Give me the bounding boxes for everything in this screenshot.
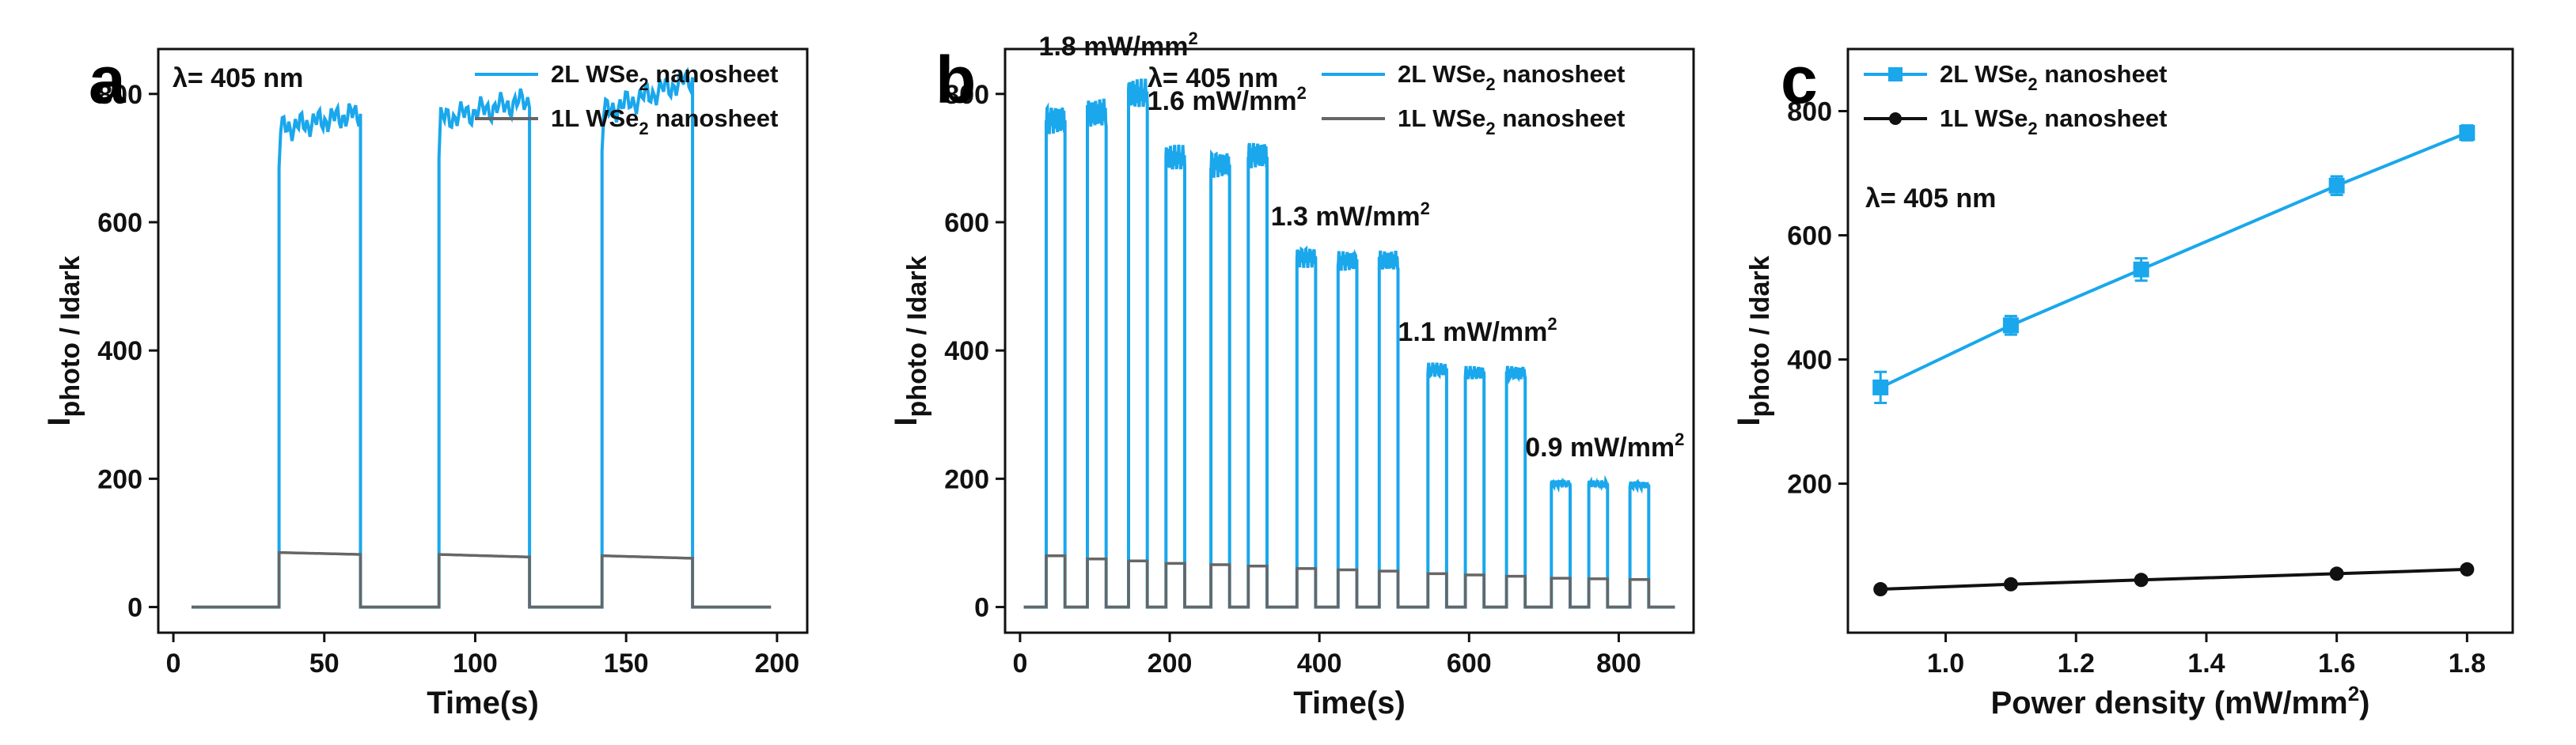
data-point	[2003, 577, 2018, 592]
data-point	[2459, 124, 2475, 141]
wavelength-label: λ= 405 nm	[1148, 63, 1278, 93]
panel-label: c	[1781, 43, 1818, 117]
plot-frame	[1003, 47, 1695, 634]
y-tick-label: 0	[127, 593, 142, 623]
panel-b: 0 200 400 600 800 0 200 400 600 800 Time(s) Iphoto …	[889, 28, 1695, 720]
y-tick-label: 400	[97, 336, 142, 366]
x-tick-label: 1.2	[2058, 649, 2095, 679]
y-tick-label: 200	[944, 464, 989, 494]
legend-entry-0: 2L WSe2 nanosheet	[1864, 60, 2167, 94]
plot-frame	[157, 47, 809, 634]
panel-label: a	[89, 43, 127, 117]
power-annotation: 0.9 mW/mm2	[1525, 429, 1684, 463]
legend-label: 1L WSe2 nanosheet	[1398, 104, 1625, 138]
y-tick-label: 200	[97, 464, 142, 494]
power-annotation: 1.8 mW/mm2	[1039, 28, 1198, 62]
y-tick-label: 800	[944, 80, 989, 110]
x-tick-label: 0	[166, 649, 181, 679]
y-tick-label: 600	[1787, 221, 1832, 251]
data-point	[2329, 566, 2344, 581]
y-axis-label: Iphoto / Idark	[42, 255, 85, 425]
x-tick-label: 600	[1447, 649, 1492, 679]
plot-area	[1872, 124, 2475, 597]
y-tick-label: 800	[97, 80, 142, 110]
panel-a: 0 50 100 150 200 0 200 400 600 800 Time(s) Iphoto /…	[42, 43, 809, 720]
x-tick-label: 150	[604, 649, 649, 679]
legend-label: 1L WSe2 nanosheet	[551, 104, 778, 138]
y-tick-label: 400	[944, 336, 989, 366]
x-axis-label: Power density (mW/mm2)	[1991, 682, 2370, 720]
y-tick-label: 400	[1787, 346, 1832, 376]
legend-entry-0: 2L WSe2 nanosheet	[475, 60, 778, 94]
plot-area	[192, 66, 772, 609]
legend-label: 1L WSe2 nanosheet	[1940, 104, 2167, 138]
x-tick-label: 1.8	[2449, 649, 2486, 679]
plot-frame	[1846, 47, 2514, 634]
x-tick-label: 800	[1596, 649, 1641, 679]
y-tick-label: 600	[944, 208, 989, 238]
data-point	[1873, 582, 1888, 597]
x-tick-label: 200	[1148, 649, 1193, 679]
x-tick-label: 1.6	[2318, 649, 2355, 679]
y-tick-label: 200	[1787, 470, 1832, 500]
legend-entry-0: 2L WSe2 nanosheet	[1322, 60, 1625, 94]
legend-entry-1: 1L WSe2 nanosheet	[475, 104, 778, 138]
legend-entry-1: 1L WSe2 nanosheet	[1322, 104, 1625, 138]
y-tick-label: 0	[974, 593, 989, 623]
series-line-0	[1880, 131, 2468, 389]
series-line-1	[192, 550, 772, 609]
plot-area	[1023, 78, 1675, 609]
legend-entry-1: 1L WSe2 nanosheet	[1864, 104, 2167, 138]
wavelength-label: λ= 405 nm	[173, 63, 303, 93]
power-annotation: 1.1 mW/mm2	[1398, 314, 1557, 347]
x-tick-label: 50	[309, 649, 340, 679]
legend-label: 2L WSe2 nanosheet	[1940, 60, 2167, 94]
legend-label: 2L WSe2 nanosheet	[551, 60, 778, 94]
series-line-1	[1023, 554, 1675, 609]
series-line-0	[1023, 78, 1675, 609]
x-axis-label: Time(s)	[1293, 686, 1406, 720]
legend-marker	[1889, 112, 1902, 125]
data-point	[2133, 261, 2149, 278]
panel-c: 1.0 1.2 1.4 1.6 1.8 200 400 600 800 Power density…	[1732, 43, 2514, 720]
x-tick-label: 1.4	[2187, 649, 2225, 679]
x-tick-label: 200	[754, 649, 799, 679]
x-tick-label: 1.0	[1927, 649, 1964, 679]
x-tick-label: 100	[453, 649, 498, 679]
data-point	[2002, 317, 2019, 334]
data-point	[1872, 379, 1889, 395]
x-tick-label: 400	[1297, 649, 1342, 679]
x-tick-label: 0	[1012, 649, 1027, 679]
x-axis-label: Time(s)	[427, 686, 539, 720]
data-point	[2328, 177, 2345, 194]
data-point	[2134, 573, 2149, 588]
legend-label: 2L WSe2 nanosheet	[1398, 60, 1625, 94]
data-point	[2460, 562, 2475, 577]
y-tick-label: 600	[97, 208, 142, 238]
power-annotation: 1.6 mW/mm2	[1148, 83, 1307, 116]
panel-label: b	[935, 43, 976, 117]
y-tick-label: 800	[1787, 97, 1832, 127]
y-axis-label: Iphoto / Idark	[889, 255, 932, 425]
legend-marker	[1888, 67, 1903, 81]
y-axis-label: Iphoto / Idark	[1732, 255, 1775, 425]
series-line-1	[1880, 567, 2468, 592]
series-line-0	[192, 66, 772, 609]
wavelength-label: λ= 405 nm	[1865, 183, 1996, 214]
power-annotation: 1.3 mW/mm2	[1271, 199, 1430, 232]
